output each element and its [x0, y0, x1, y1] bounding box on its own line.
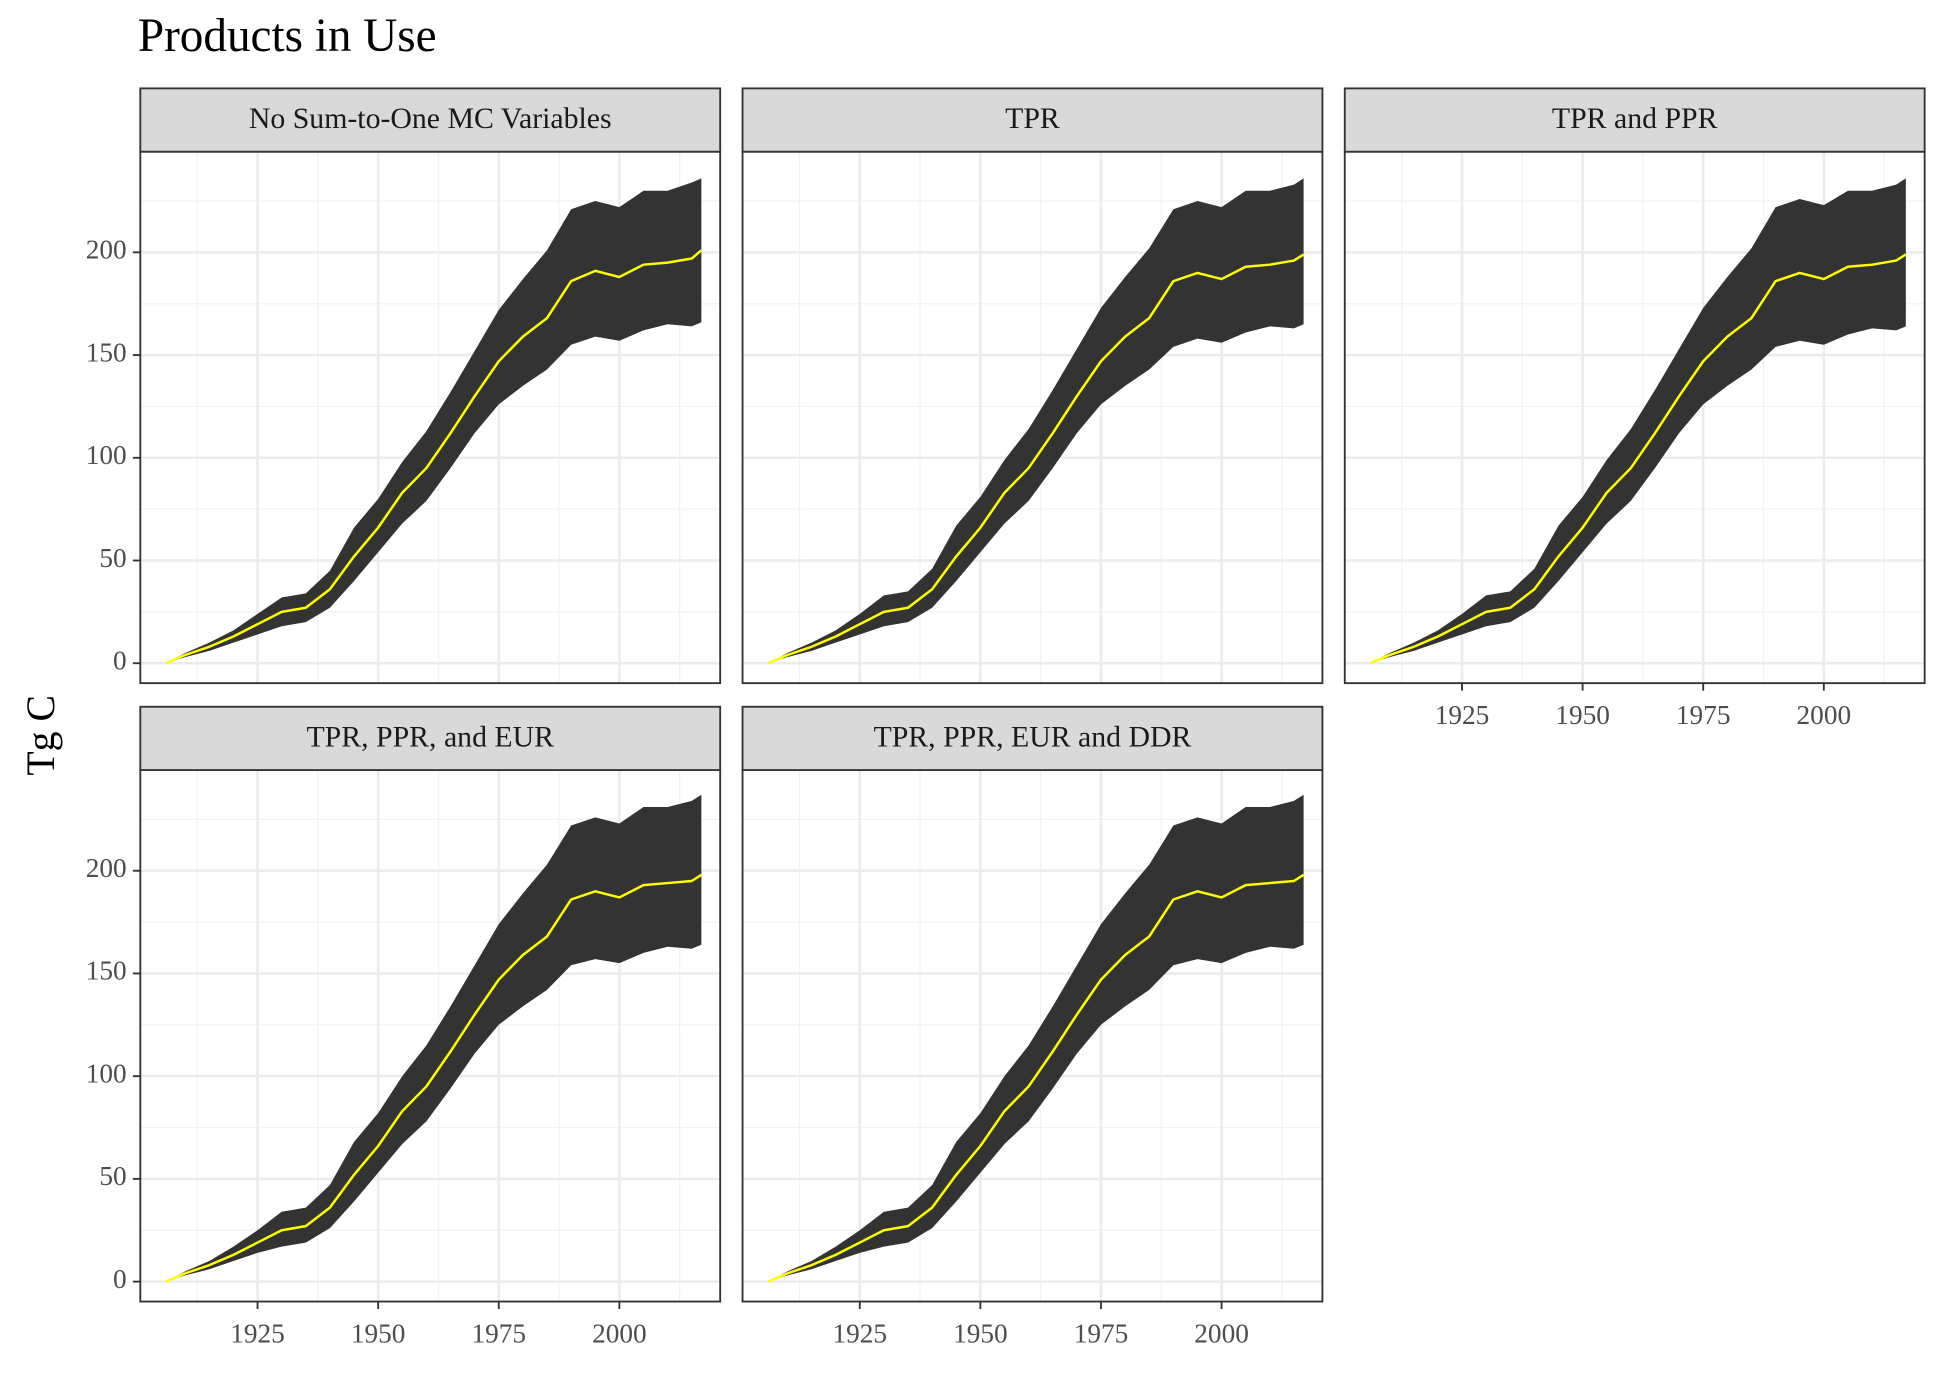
x-tick-label: 1950 — [1555, 700, 1610, 730]
ribbon — [165, 794, 702, 1282]
line — [767, 253, 1305, 665]
x-tick-label: 1925 — [230, 1319, 285, 1349]
x-tick-label: 1975 — [1676, 700, 1731, 730]
ribbon — [1370, 178, 1906, 664]
chart-title: Products in Use — [138, 10, 437, 62]
y-tick-label: 150 — [86, 956, 127, 986]
x-tick-label: 1975 — [1074, 1319, 1129, 1349]
x-tick-label: 1950 — [351, 1319, 406, 1349]
strip-label: TPR and PPR — [1552, 102, 1718, 135]
y-tick-label: 200 — [86, 235, 127, 265]
y-axis-label: Tg C — [19, 695, 63, 776]
line — [165, 873, 703, 1283]
facet-panel: TPR and PPR 1925 1950 1975 2000 — [1343, 87, 1926, 730]
facet-panel: TPR, PPR, EUR and DDR 1925 1950 1975 2000 — [741, 705, 1324, 1349]
x-tick-label: 2000 — [1797, 700, 1852, 730]
strip-background — [139, 87, 722, 153]
x-tick-label: 1925 — [1435, 700, 1490, 730]
line — [165, 249, 703, 665]
x-tick-label: 1925 — [832, 1319, 887, 1349]
line — [1369, 253, 1907, 665]
facet-panel: No Sum-to-One MC Variables 0 50 100 150 200 — [86, 87, 722, 685]
x-tick-label: 1950 — [953, 1319, 1008, 1349]
strip-label: TPR, PPR, EUR and DDR — [874, 720, 1192, 753]
strip-label: TPR — [1005, 102, 1060, 135]
strip-background — [139, 705, 722, 772]
y-tick-label: 50 — [99, 1161, 126, 1191]
ribbon — [165, 178, 702, 664]
strip-background — [741, 705, 1324, 772]
y-tick-label: 100 — [86, 1058, 127, 1088]
y-tick-label: 0 — [113, 1264, 127, 1294]
strip-label: TPR, PPR, and EUR — [306, 720, 554, 753]
strip-background — [741, 87, 1324, 153]
facet-panel: TPR — [741, 87, 1324, 685]
x-tick-label: 2000 — [592, 1319, 647, 1349]
y-tick-label: 100 — [86, 440, 127, 470]
facet-panel: TPR, PPR, and EUR 0 50 100 150 200 1925 1950 197… — [86, 705, 722, 1349]
y-tick-label: 0 — [113, 645, 127, 675]
ribbon — [768, 794, 1304, 1282]
line — [767, 873, 1305, 1283]
x-tick-label: 1975 — [471, 1319, 526, 1349]
strip-label: No Sum-to-One MC Variables — [249, 102, 612, 135]
strip-background — [1343, 87, 1926, 153]
x-tick-label: 2000 — [1194, 1319, 1249, 1349]
y-tick-label: 200 — [86, 853, 127, 883]
y-tick-label: 50 — [99, 543, 126, 573]
ribbon — [768, 178, 1304, 664]
y-tick-label: 150 — [86, 337, 127, 367]
